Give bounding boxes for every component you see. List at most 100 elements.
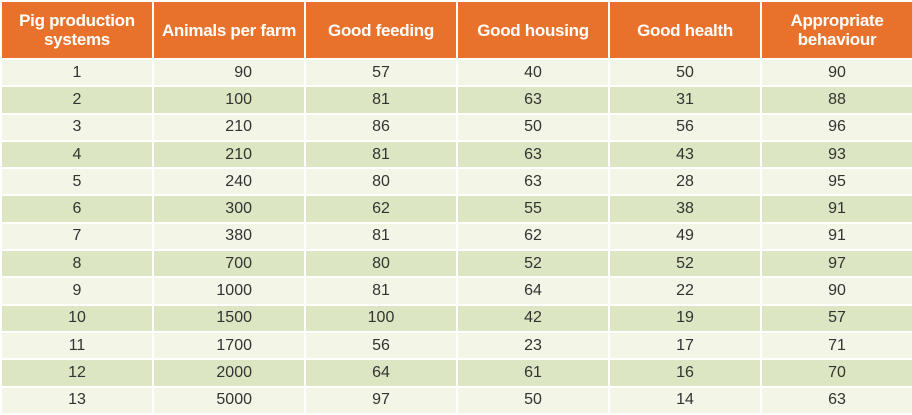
table-row: 4 210 81 63 43 93 <box>2 141 912 168</box>
health-cell: 52 <box>610 251 760 277</box>
feeding-cell: 57 <box>306 60 456 86</box>
header-good-health: Good health <box>610 2 760 58</box>
table-row: 9 1000 81 64 22 90 <box>2 278 912 304</box>
health-cell: 17 <box>610 332 760 359</box>
animals-cell: 1700 <box>154 332 304 359</box>
table-body: 1 90 57 40 50 90 2 100 81 63 31 88 3 210 86 50 56 96 4 210 8… <box>2 60 912 413</box>
system-cell: 9 <box>2 278 152 304</box>
feeding-cell: 81 <box>306 278 456 304</box>
health-cell: 50 <box>610 60 760 86</box>
health-cell: 56 <box>610 114 760 140</box>
behaviour-cell: 91 <box>762 223 912 250</box>
behaviour-cell: 71 <box>762 332 912 359</box>
feeding-cell: 81 <box>306 87 456 113</box>
system-cell: 12 <box>2 360 152 386</box>
health-cell: 43 <box>610 141 760 168</box>
behaviour-cell: 96 <box>762 114 912 140</box>
housing-cell: 55 <box>458 196 608 222</box>
table-row: 12 2000 64 61 16 70 <box>2 360 912 386</box>
housing-cell: 23 <box>458 332 608 359</box>
health-cell: 31 <box>610 87 760 113</box>
feeding-cell: 97 <box>306 387 456 413</box>
behaviour-cell: 90 <box>762 278 912 304</box>
table-row: 13 5000 97 50 14 63 <box>2 387 912 413</box>
housing-cell: 63 <box>458 141 608 168</box>
system-cell: 11 <box>2 332 152 359</box>
feeding-cell: 80 <box>306 169 456 195</box>
animals-cell: 380 <box>154 223 304 250</box>
housing-cell: 62 <box>458 223 608 250</box>
health-cell: 14 <box>610 387 760 413</box>
animals-cell: 100 <box>154 87 304 113</box>
feeding-cell: 64 <box>306 360 456 386</box>
header-good-housing: Good housing <box>458 2 608 58</box>
behaviour-cell: 90 <box>762 60 912 86</box>
system-cell: 10 <box>2 305 152 331</box>
header-appropriate-behaviour: Appropriate behaviour <box>762 2 912 58</box>
system-cell: 8 <box>2 251 152 277</box>
housing-cell: 63 <box>458 87 608 113</box>
table-row: 8 700 80 52 52 97 <box>2 251 912 277</box>
header-row: Pig production systems Animals per farm … <box>2 2 912 58</box>
table-row: 10 1500 100 42 19 57 <box>2 305 912 331</box>
behaviour-cell: 63 <box>762 387 912 413</box>
feeding-cell: 56 <box>306 332 456 359</box>
table-row: 1 90 57 40 50 90 <box>2 60 912 86</box>
behaviour-cell: 95 <box>762 169 912 195</box>
feeding-cell: 62 <box>306 196 456 222</box>
system-cell: 6 <box>2 196 152 222</box>
animals-cell: 700 <box>154 251 304 277</box>
housing-cell: 61 <box>458 360 608 386</box>
feeding-cell: 81 <box>306 223 456 250</box>
behaviour-cell: 70 <box>762 360 912 386</box>
housing-cell: 50 <box>458 387 608 413</box>
system-cell: 13 <box>2 387 152 413</box>
behaviour-cell: 97 <box>762 251 912 277</box>
system-cell: 5 <box>2 169 152 195</box>
health-cell: 19 <box>610 305 760 331</box>
health-cell: 22 <box>610 278 760 304</box>
header-animals-per-farm: Animals per farm <box>154 2 304 58</box>
table-row: 11 1700 56 23 17 71 <box>2 332 912 359</box>
animals-cell: 210 <box>154 141 304 168</box>
housing-cell: 40 <box>458 60 608 86</box>
animals-cell: 210 <box>154 114 304 140</box>
table-header: Pig production systems Animals per farm … <box>2 2 912 58</box>
behaviour-cell: 88 <box>762 87 912 113</box>
system-cell: 3 <box>2 114 152 140</box>
housing-cell: 42 <box>458 305 608 331</box>
system-cell: 7 <box>2 223 152 250</box>
feeding-cell: 86 <box>306 114 456 140</box>
feeding-cell: 80 <box>306 251 456 277</box>
animals-cell: 300 <box>154 196 304 222</box>
system-cell: 1 <box>2 60 152 86</box>
animals-cell: 2000 <box>154 360 304 386</box>
animals-cell: 240 <box>154 169 304 195</box>
housing-cell: 52 <box>458 251 608 277</box>
animals-cell: 5000 <box>154 387 304 413</box>
system-cell: 4 <box>2 141 152 168</box>
animals-cell: 1000 <box>154 278 304 304</box>
feeding-cell: 100 <box>306 305 456 331</box>
table-row: 2 100 81 63 31 88 <box>2 87 912 113</box>
feeding-cell: 81 <box>306 141 456 168</box>
health-cell: 16 <box>610 360 760 386</box>
housing-cell: 50 <box>458 114 608 140</box>
health-cell: 38 <box>610 196 760 222</box>
behaviour-cell: 57 <box>762 305 912 331</box>
health-cell: 49 <box>610 223 760 250</box>
header-good-feeding: Good feeding <box>306 2 456 58</box>
animals-cell: 1500 <box>154 305 304 331</box>
system-cell: 2 <box>2 87 152 113</box>
behaviour-cell: 93 <box>762 141 912 168</box>
housing-cell: 64 <box>458 278 608 304</box>
housing-cell: 63 <box>458 169 608 195</box>
behaviour-cell: 91 <box>762 196 912 222</box>
header-production-systems: Pig production systems <box>2 2 152 58</box>
table-row: 6 300 62 55 38 91 <box>2 196 912 222</box>
health-cell: 28 <box>610 169 760 195</box>
animals-cell: 90 <box>154 60 304 86</box>
table-row: 7 380 81 62 49 91 <box>2 223 912 250</box>
